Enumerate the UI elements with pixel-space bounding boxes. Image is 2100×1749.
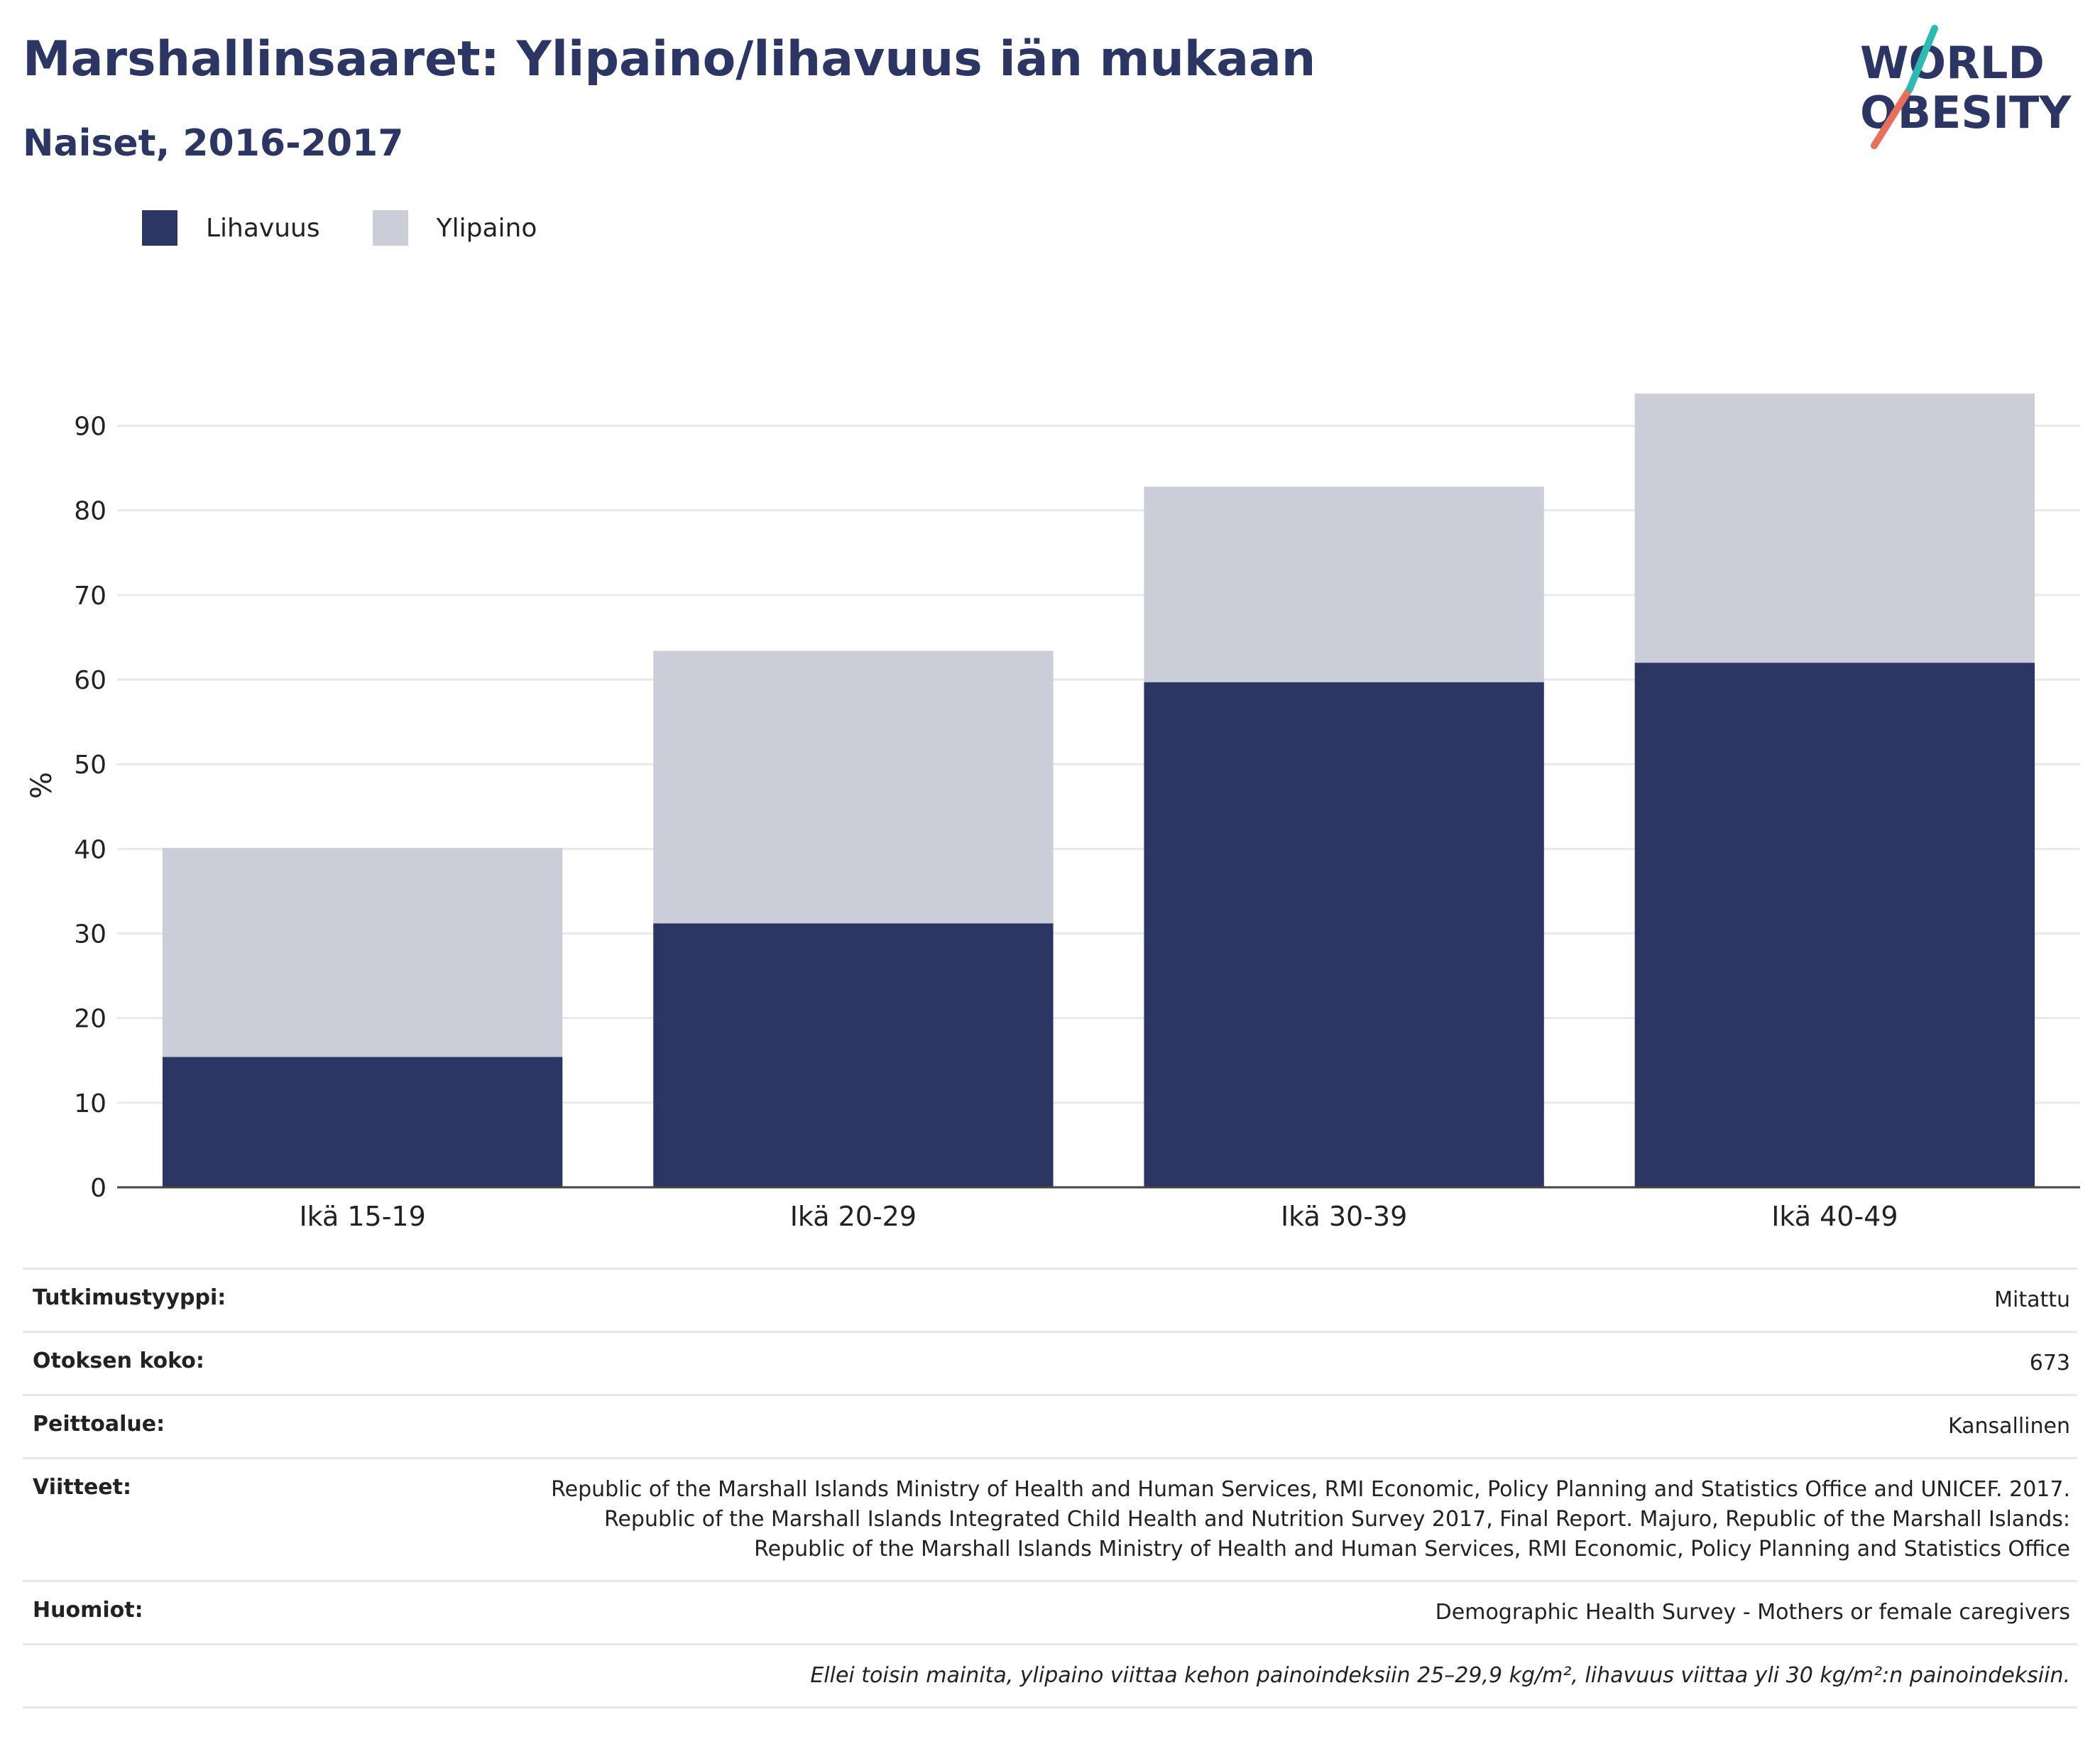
- info-row-footnote: Ellei toisin mainita, ylipaino viittaa k…: [23, 1643, 2077, 1709]
- info-value: 673: [2029, 1351, 2070, 1375]
- x-tick-label: Ikä 20-29: [790, 1201, 917, 1232]
- legend-swatch-ylipaino: [372, 210, 408, 246]
- info-row-references: Viitteet: Republic of the Marshall Islan…: [23, 1457, 2077, 1580]
- bar-lihavuus-3: [1144, 682, 1544, 1187]
- x-tick-label: Ikä 15-19: [299, 1201, 425, 1232]
- info-label: Otoksen koko:: [33, 1348, 204, 1373]
- footnote-text: Ellei toisin mainita, ylipaino viittaa k…: [810, 1663, 2070, 1688]
- logo-slash-teal: [1906, 25, 1938, 92]
- y-tick-label: 70: [74, 582, 106, 611]
- legend-label-lihavuus: Lihavuus: [206, 213, 320, 243]
- y-tick-label: 80: [74, 497, 106, 526]
- y-tick-label: 20: [74, 1005, 106, 1034]
- y-tick-label: 40: [74, 835, 106, 864]
- info-row-notes: Huomiot: Demographic Health Survey - Mot…: [23, 1580, 2077, 1643]
- info-value: Demographic Health Survey - Mothers or f…: [1435, 1600, 2070, 1625]
- chart-legend: Lihavuus Ylipaino: [142, 210, 589, 246]
- info-row-study-type: Tutkimustyyppi: Mitattu: [23, 1268, 2077, 1331]
- y-axis-label: %: [26, 772, 58, 799]
- logo-slash-red: [1871, 85, 1913, 149]
- legend-item-lihavuus[interactable]: Lihavuus: [142, 210, 320, 246]
- bar-ylipaino-1: [162, 848, 563, 1057]
- y-tick-label: 30: [74, 920, 106, 949]
- y-tick-label: 90: [74, 413, 106, 442]
- info-value: Mitattu: [1994, 1287, 2070, 1312]
- info-label: Huomiot:: [33, 1598, 143, 1623]
- bar-ylipaino-4: [1634, 393, 2035, 663]
- bar-ylipaino-2: [653, 650, 1054, 924]
- x-tick-label: Ikä 30-39: [1281, 1201, 1407, 1232]
- stacked-bar-chart: 0 10 20 30 40 50 60 70 80 90% Ikä 15-19 Ikä 20-29 Ik…: [26, 393, 2080, 1232]
- bar-lihavuus-2: [653, 923, 1054, 1187]
- y-tick-label: 10: [74, 1089, 106, 1118]
- info-label: Viitteet:: [33, 1475, 131, 1500]
- info-table: Tutkimustyyppi: Mitattu Otoksen koko: 67…: [23, 1268, 2077, 1709]
- y-tick-label: 60: [74, 666, 106, 695]
- legend-label-ylipaino: Ylipaino: [436, 213, 537, 243]
- info-label: Tutkimustyyppi:: [33, 1285, 226, 1310]
- bar-ylipaino-3: [1144, 486, 1544, 682]
- info-row-coverage: Peittoalue: Kansallinen: [23, 1394, 2077, 1457]
- info-value: Republic of the Marshall Islands Ministr…: [551, 1477, 2070, 1562]
- chart-subtitle: Naiset, 2016-2017: [23, 122, 404, 165]
- legend-swatch-lihavuus: [142, 210, 177, 246]
- logo-text-line1: WORLD: [1860, 37, 2045, 89]
- bar-lihavuus-1: [162, 1057, 563, 1187]
- x-tick-label: Ikä 40-49: [1771, 1201, 1898, 1232]
- info-label: Peittoalue:: [33, 1412, 165, 1437]
- world-obesity-logo: WORLD OBESITY: [1860, 25, 2072, 149]
- y-tick-label: 50: [74, 751, 106, 780]
- y-tick-label: 0: [90, 1174, 106, 1203]
- bar-lihavuus-4: [1634, 663, 2035, 1187]
- legend-item-ylipaino[interactable]: Ylipaino: [372, 210, 537, 246]
- info-row-sample-size: Otoksen koko: 673: [23, 1331, 2077, 1394]
- info-value: Kansallinen: [1947, 1414, 2070, 1439]
- chart-title: Marshallinsaaret: Ylipaino/lihavuus iän …: [23, 31, 1316, 87]
